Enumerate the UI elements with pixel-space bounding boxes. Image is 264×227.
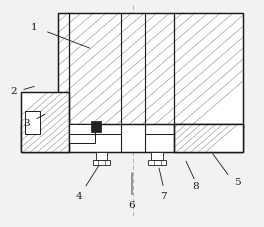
Bar xyxy=(69,125,95,143)
Bar xyxy=(21,93,69,152)
Text: 7: 7 xyxy=(160,191,167,200)
Bar xyxy=(174,125,243,152)
Bar xyxy=(91,121,101,133)
Text: 3: 3 xyxy=(23,118,30,127)
Bar xyxy=(96,152,107,160)
Bar xyxy=(21,125,243,152)
Bar xyxy=(21,125,243,152)
Text: 6: 6 xyxy=(129,200,135,209)
Text: 5: 5 xyxy=(234,177,241,186)
Bar xyxy=(174,125,243,152)
Bar xyxy=(58,14,243,127)
Text: 2: 2 xyxy=(10,86,17,95)
Bar xyxy=(148,160,166,165)
Text: 1: 1 xyxy=(31,23,38,32)
Bar xyxy=(93,160,110,165)
Bar xyxy=(25,111,40,134)
Bar xyxy=(21,93,69,152)
Text: 4: 4 xyxy=(76,191,83,200)
Bar xyxy=(151,152,163,160)
Bar xyxy=(58,14,243,127)
Text: 8: 8 xyxy=(192,182,199,191)
